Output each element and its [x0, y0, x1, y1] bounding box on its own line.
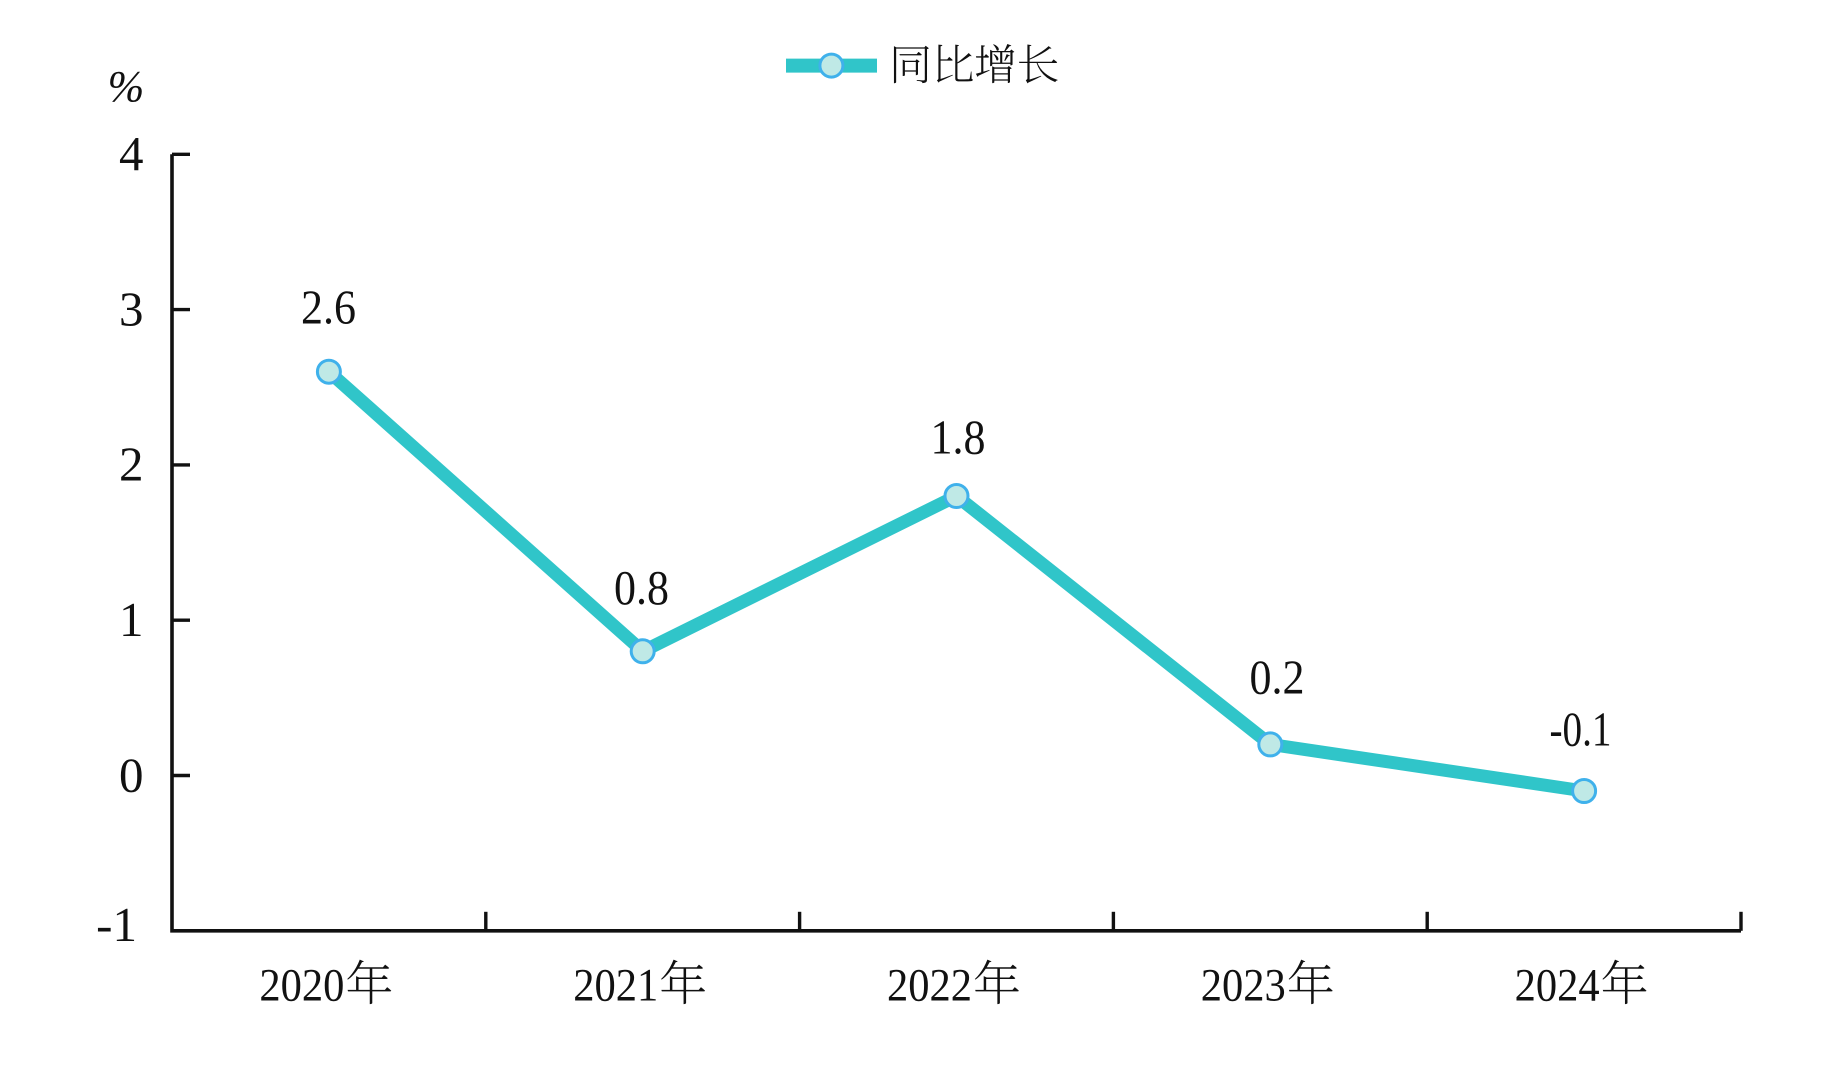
svg-text:4: 4: [119, 126, 144, 181]
svg-text:2023: 2023: [1201, 960, 1286, 1012]
svg-text:2.6: 2.6: [301, 280, 356, 335]
svg-text:2022: 2022: [887, 960, 972, 1012]
svg-text:-0.1: -0.1: [1550, 702, 1612, 757]
svg-text:0.2: 0.2: [1250, 650, 1305, 705]
svg-text:-1: -1: [96, 897, 137, 952]
svg-text:2: 2: [119, 437, 144, 492]
svg-text:1: 1: [119, 592, 144, 647]
svg-text:0: 0: [119, 747, 144, 802]
svg-text:2020: 2020: [259, 960, 344, 1012]
svg-text:2021: 2021: [573, 960, 658, 1012]
svg-text:2024: 2024: [1515, 960, 1600, 1012]
svg-text:3: 3: [119, 281, 144, 336]
svg-text:%: %: [108, 62, 145, 111]
svg-text:1.8: 1.8: [931, 410, 986, 465]
svg-text:0.8: 0.8: [614, 560, 669, 615]
